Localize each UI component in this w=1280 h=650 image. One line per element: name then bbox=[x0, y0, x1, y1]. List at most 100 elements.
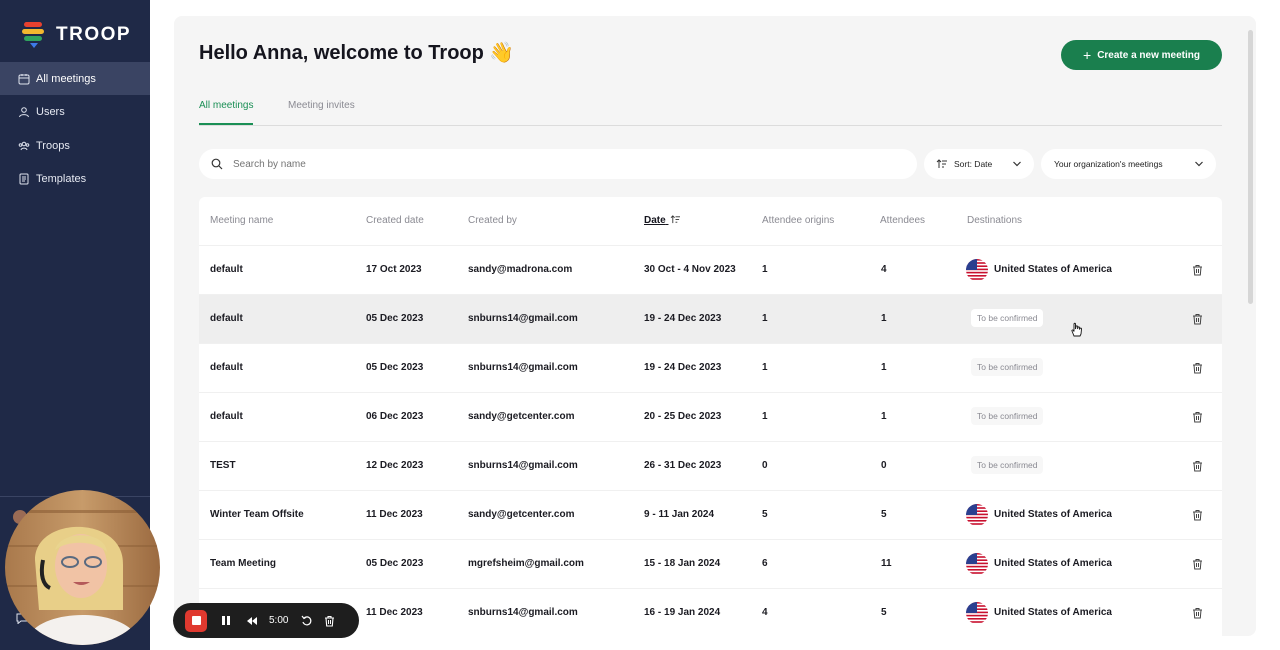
discard-button[interactable] bbox=[322, 614, 336, 628]
created-by: snburns14@gmail.com bbox=[468, 460, 578, 471]
destination: United States of America bbox=[994, 558, 1112, 569]
us-flag-icon bbox=[966, 553, 988, 575]
sidebar-item-label: All meetings bbox=[36, 72, 96, 85]
stop-recording-button[interactable] bbox=[185, 609, 207, 632]
restart-button[interactable] bbox=[300, 614, 314, 628]
sidebar-item-label: Troops bbox=[36, 139, 70, 152]
column-header-date-label: Date bbox=[644, 215, 666, 226]
recording-timer: 5:00 bbox=[269, 615, 289, 626]
attendee-origins: 4 bbox=[762, 607, 768, 618]
troop-logo[interactable]: TROOP bbox=[22, 20, 131, 50]
created-by: sandy@madrona.com bbox=[468, 264, 573, 275]
table-header: Meeting name Created date Created by Dat… bbox=[199, 197, 1222, 245]
sidebar-item-all-meetings[interactable]: All meetings bbox=[0, 62, 150, 95]
column-header-created-date[interactable]: Created date bbox=[366, 215, 424, 226]
destination: United States of America bbox=[994, 264, 1112, 275]
table-row[interactable]: default 05 Dec 2023 snburns14@gmail.com 19 … bbox=[199, 343, 1222, 392]
column-header-attendees[interactable]: Attendees bbox=[880, 215, 926, 226]
delete-meeting-icon[interactable] bbox=[1192, 607, 1203, 619]
delete-meeting-icon[interactable] bbox=[1192, 460, 1203, 472]
created-date: 11 Dec 2023 bbox=[366, 607, 423, 618]
mouse-cursor-icon bbox=[1071, 322, 1082, 337]
pause-button[interactable] bbox=[219, 614, 233, 628]
table-row[interactable]: Team Meeting 05 Dec 2023 mgrefsheim@gmail.… bbox=[199, 539, 1222, 588]
column-header-created-by[interactable]: Created by bbox=[468, 215, 517, 226]
sidebar-item-templates[interactable]: Templates bbox=[0, 163, 150, 196]
chevron-down-icon bbox=[1195, 161, 1203, 167]
column-header-attendee-origins[interactable]: Attendee origins bbox=[762, 215, 835, 226]
sidebar-item-troops[interactable]: Troops bbox=[0, 129, 150, 162]
meetings-table: Meeting name Created date Created by Dat… bbox=[199, 197, 1222, 636]
delete-meeting-icon[interactable] bbox=[1192, 362, 1203, 374]
meeting-name: Winter Team Offsite bbox=[210, 509, 304, 520]
destination-pending-badge: To be confirmed bbox=[971, 407, 1044, 425]
trash-icon bbox=[324, 615, 334, 627]
meeting-date: 26 - 31 Dec 2023 bbox=[644, 460, 722, 471]
delete-meeting-icon[interactable] bbox=[1192, 264, 1203, 276]
meeting-date: 16 - 19 Jan 2024 bbox=[644, 607, 721, 618]
table-body: default 17 Oct 2023 sandy@madrona.com 30 Oc… bbox=[199, 245, 1222, 636]
sidebar-item-label: Users bbox=[36, 106, 65, 118]
meeting-date: 20 - 25 Dec 2023 bbox=[644, 411, 722, 422]
meeting-date: 9 - 11 Jan 2024 bbox=[644, 509, 715, 520]
us-flag-icon bbox=[966, 259, 988, 281]
table-row[interactable]: TEST 12 Dec 2023 snburns14@gmail.com 26 - 3… bbox=[199, 441, 1222, 490]
table-row[interactable]: default 06 Dec 2023 sandy@getcenter.com 20 … bbox=[199, 392, 1222, 441]
table-row[interactable]: Winter Team Offsite 11 Dec 2023 sandy@getc… bbox=[199, 490, 1222, 539]
calendar-icon bbox=[18, 73, 30, 85]
troop-logo-icon bbox=[22, 20, 46, 50]
attendee-origins: 5 bbox=[762, 509, 768, 520]
attendee-origins: 1 bbox=[762, 264, 768, 275]
tab-bar: All meetings Meeting invites bbox=[199, 98, 1222, 126]
scrollbar[interactable] bbox=[1248, 30, 1253, 304]
column-header-meeting-name[interactable]: Meeting name bbox=[210, 215, 274, 226]
sort-icon bbox=[936, 159, 947, 168]
delete-meeting-icon[interactable] bbox=[1192, 558, 1203, 570]
scope-dropdown[interactable]: Your organization's meetings bbox=[1041, 149, 1216, 179]
attendee-origins: 1 bbox=[762, 362, 768, 373]
search-input[interactable] bbox=[233, 158, 833, 170]
created-date: 17 Oct 2023 bbox=[366, 264, 422, 275]
delete-meeting-icon[interactable] bbox=[1192, 411, 1203, 423]
sort-dropdown[interactable]: Sort: Date bbox=[924, 149, 1034, 179]
attendee-count: 1 bbox=[881, 411, 887, 422]
column-header-destinations[interactable]: Destinations bbox=[967, 215, 1023, 226]
meeting-date: 19 - 24 Dec 2023 bbox=[644, 313, 722, 324]
created-date: 05 Dec 2023 bbox=[366, 558, 424, 569]
page-title: Hello Anna, welcome to Troop 👋 bbox=[199, 42, 515, 64]
rewind-button[interactable] bbox=[245, 614, 259, 628]
search-icon bbox=[211, 158, 223, 170]
meeting-name: default bbox=[210, 264, 243, 275]
webcam-preview[interactable] bbox=[5, 490, 160, 645]
scope-label: Your organization's meetings bbox=[1054, 159, 1163, 169]
create-meeting-button[interactable]: + Create a new meeting bbox=[1061, 40, 1222, 70]
created-date: 11 Dec 2023 bbox=[366, 509, 423, 520]
meeting-name: default bbox=[210, 313, 243, 324]
column-header-date[interactable]: Date bbox=[644, 215, 681, 226]
attendee-origins: 6 bbox=[762, 558, 768, 569]
table-row[interactable]: default 05 Dec 2023 snburns14@gmail.com 19 … bbox=[199, 294, 1222, 343]
user-icon bbox=[18, 106, 30, 118]
sidebar-item-users[interactable]: Users bbox=[0, 96, 150, 129]
create-meeting-label: Create a new meeting bbox=[1097, 49, 1200, 61]
us-flag-icon bbox=[966, 602, 988, 624]
created-date: 05 Dec 2023 bbox=[366, 313, 424, 324]
table-row[interactable]: 11 Dec 2023 snburns14@gmail.com 16 - 19 Ja… bbox=[199, 588, 1222, 636]
table-row[interactable]: default 17 Oct 2023 sandy@madrona.com 30 Oc… bbox=[199, 245, 1222, 294]
tab-all-meetings[interactable]: All meetings bbox=[199, 100, 254, 125]
meeting-date: 30 Oct - 4 Nov 2023 bbox=[644, 264, 736, 275]
attendee-count: 5 bbox=[881, 509, 887, 520]
attendee-count: 5 bbox=[881, 607, 887, 618]
search-bar[interactable] bbox=[199, 149, 917, 179]
app-name: TROOP bbox=[56, 24, 132, 45]
delete-meeting-icon[interactable] bbox=[1192, 313, 1203, 325]
tab-meeting-invites[interactable]: Meeting invites bbox=[288, 100, 355, 111]
created-date: 05 Dec 2023 bbox=[366, 362, 424, 373]
meeting-name: Team Meeting bbox=[210, 558, 276, 569]
meeting-name: TEST bbox=[210, 460, 236, 471]
pause-icon bbox=[222, 616, 230, 625]
main-panel: Hello Anna, welcome to Troop 👋 + Create … bbox=[174, 16, 1256, 636]
created-by: sandy@getcenter.com bbox=[468, 411, 575, 422]
attendee-count: 4 bbox=[881, 264, 887, 275]
delete-meeting-icon[interactable] bbox=[1192, 509, 1203, 521]
